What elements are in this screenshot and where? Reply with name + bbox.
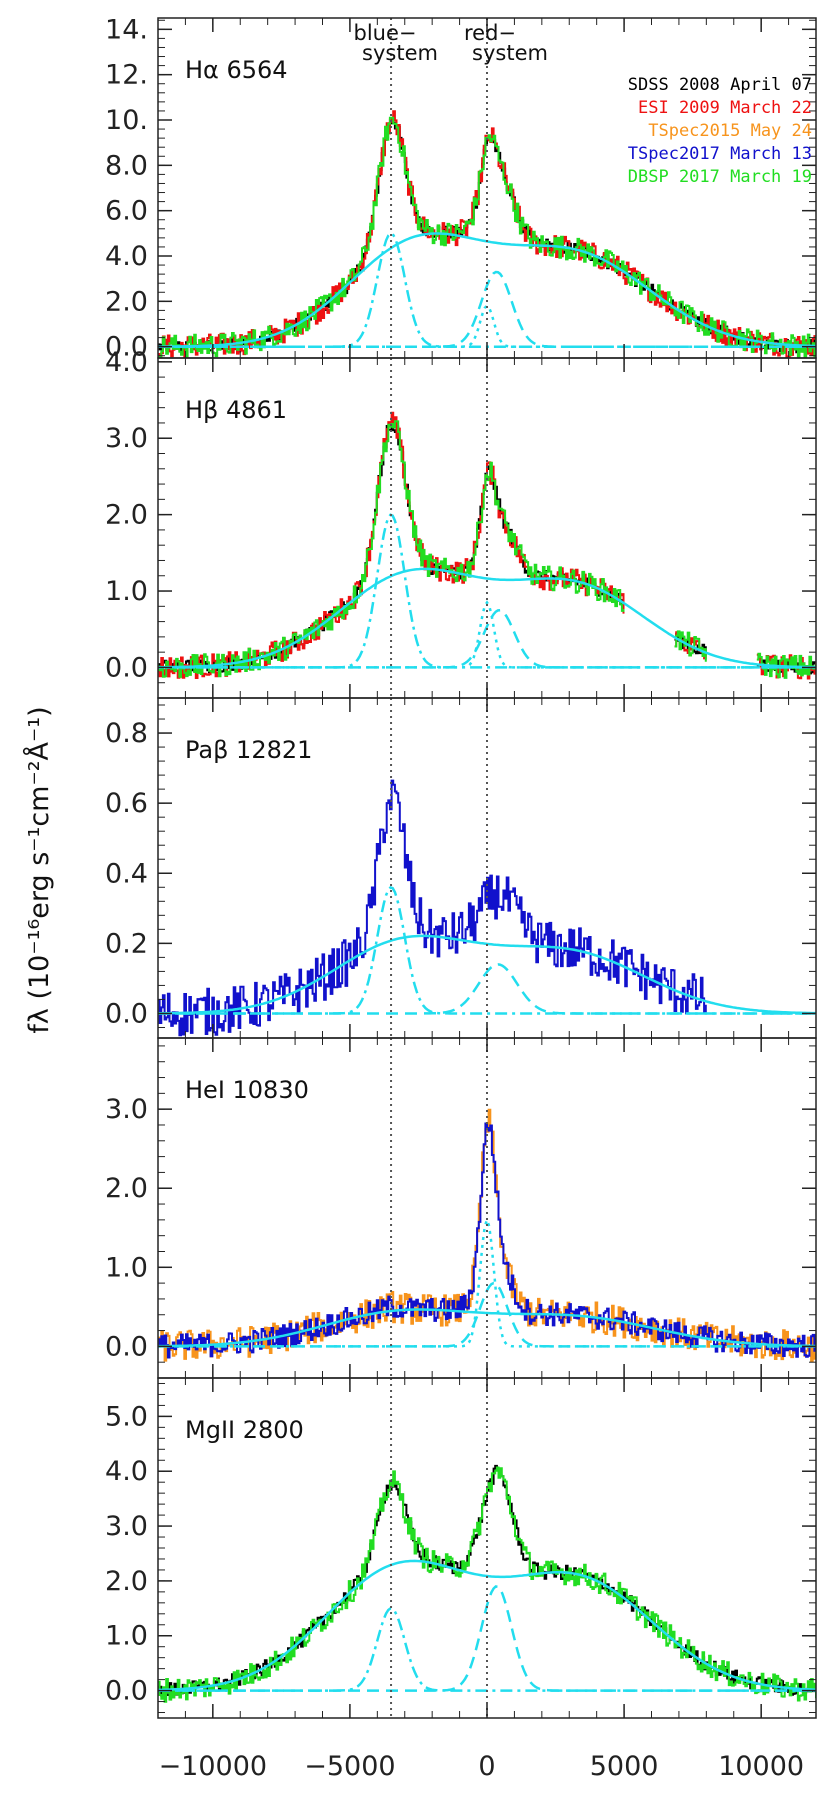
panel-2-ytick-label: 1.0 xyxy=(105,576,148,607)
panel-3-ytick-label: 0.4 xyxy=(105,858,148,889)
panel-5-red-component xyxy=(158,1585,816,1692)
panel-3-red-component xyxy=(158,963,816,1015)
panel-5-ytick-label: 3.0 xyxy=(105,1511,148,1542)
panel-3-ytick-label: 0.2 xyxy=(105,928,148,959)
panel-3-broad-fit xyxy=(158,934,816,1015)
panel-2-plot-area xyxy=(158,411,816,680)
panel-1-ytick-label: 2.0 xyxy=(105,286,148,317)
legend-entry-1: SDSS 2008 April 07 xyxy=(628,75,812,95)
panel-4: 0.0 1.0 2.0 3.0 HeI 10830 xyxy=(105,1037,817,1379)
panel-2: 0.0 1.0 2.0 3.0 4.0 Hβ 4861 xyxy=(105,347,817,699)
panel-5-ytick-label: 2.0 xyxy=(105,1566,148,1597)
panel-2-ytick-label: 2.0 xyxy=(105,500,148,531)
panel-3-label: Paβ 12821 xyxy=(185,736,312,764)
x-tick-label: 10000 xyxy=(718,1751,804,1782)
panel-4-ytick-label: 2.0 xyxy=(105,1173,148,1204)
legend-entry-3: TSpec2015 May 24 xyxy=(648,121,812,141)
panel-5-ytick-label: 0.0 xyxy=(105,1676,148,1707)
panel-2-spectrum-3 xyxy=(158,420,816,679)
panel-5: 0.0 1.0 2.0 3.0 4.0 5.0 MgII 2800 xyxy=(105,1377,817,1719)
panel-5-spectrum-2 xyxy=(158,1466,816,1703)
panel-2-narrow-component xyxy=(158,600,816,669)
panel-1-ytick-label: 6.0 xyxy=(105,196,148,227)
panel-2-label: Hβ 4861 xyxy=(185,396,287,424)
panel-3: 0.0 0.2 0.4 0.6 0.8 Paβ 12821 xyxy=(105,697,817,1039)
panel-5-ytick-label: 5.0 xyxy=(105,1401,148,1432)
panel-2-ytick-label: 3.0 xyxy=(105,423,148,454)
figure-labels: fλ (10⁻¹⁶erg s⁻¹cm⁻²Å⁻¹) blue− system re… xyxy=(23,21,548,1034)
panel-4-ytick-label: 3.0 xyxy=(105,1094,148,1125)
x-axis: −10000 −5000 0 5000 10000 xyxy=(159,1751,805,1782)
panel-1-broad-fit xyxy=(158,232,816,348)
panel-3-plot-area xyxy=(158,779,816,1037)
panel-1-ytick-label: 14. xyxy=(105,14,148,45)
panels-layer: 0.0 2.0 4.0 6.0 8.0 10. 12. 14. Hα 6564 0.0 1.0 2.0… xyxy=(105,14,817,1719)
panel-4-ytick-label: 1.0 xyxy=(105,1252,148,1283)
panel-5-label: MgII 2800 xyxy=(185,1416,304,1444)
panel-1-label: Hα 6564 xyxy=(185,56,288,84)
legend-entry-5: DBSP 2017 March 19 xyxy=(628,167,812,187)
panel-3-spectrum-1 xyxy=(158,779,707,1037)
panel-4-broad-fit xyxy=(158,1308,816,1348)
legend-entry-2: ESI 2009 March 22 xyxy=(638,98,812,118)
panel-1-ytick-label: 0.0 xyxy=(105,332,148,363)
panel-1-ytick-label: 8.0 xyxy=(105,150,148,181)
blue-system-label-line2: system xyxy=(362,41,438,65)
panel-2-red-component xyxy=(158,608,816,669)
panel-5-ytick-label: 4.0 xyxy=(105,1456,148,1487)
panel-1-ytick-label: 10. xyxy=(105,105,148,136)
legend: SDSS 2008 April 07 ESI 2009 March 22 TSpec… xyxy=(628,75,812,187)
panel-3-ytick-label: 0.6 xyxy=(105,788,148,819)
panel-2-broad-fit xyxy=(158,567,816,669)
red-system-label-line1: red− xyxy=(464,21,516,45)
panel-3-ytick-label: 0.8 xyxy=(105,718,148,749)
panel-2-blue-component xyxy=(158,513,816,669)
x-tick-label: −10000 xyxy=(159,1751,268,1782)
panel-2-ytick-label: 0.0 xyxy=(105,652,148,683)
panel-1-red-component xyxy=(158,270,816,348)
x-tick-label: 5000 xyxy=(590,1751,659,1782)
x-tick-label: 0 xyxy=(478,1751,495,1782)
panel-5-ytick-label: 1.0 xyxy=(105,1621,148,1652)
panel-1-narrow-component xyxy=(158,304,816,348)
panel-3-ytick-label: 0.0 xyxy=(105,998,148,1029)
panel-4-ytick-label: 0.0 xyxy=(105,1331,148,1362)
panel-4-label: HeI 10830 xyxy=(185,1076,309,1104)
x-tick-label: −5000 xyxy=(304,1751,395,1782)
legend-entry-4: TSpec2017 March 13 xyxy=(628,144,812,164)
panel-1: 0.0 2.0 4.0 6.0 8.0 10. 12. 14. Hα 6564 xyxy=(105,14,817,363)
y-axis-title: fλ (10⁻¹⁶erg s⁻¹cm⁻²Å⁻¹) xyxy=(23,706,55,1033)
panel-1-ytick-label: 4.0 xyxy=(105,241,148,272)
red-system-label-line2: system xyxy=(472,41,548,65)
blue-system-label-line1: blue− xyxy=(354,21,417,45)
panel-1-ytick-label: 12. xyxy=(105,60,148,91)
panel-2-ytick-label: 4.0 xyxy=(105,347,148,378)
